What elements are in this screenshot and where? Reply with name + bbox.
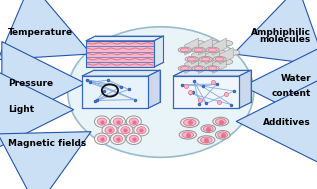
- Ellipse shape: [201, 125, 216, 132]
- Ellipse shape: [199, 57, 212, 62]
- Ellipse shape: [179, 130, 196, 139]
- Polygon shape: [86, 46, 154, 52]
- Polygon shape: [173, 70, 251, 76]
- Polygon shape: [86, 36, 164, 41]
- Ellipse shape: [185, 57, 198, 62]
- Circle shape: [102, 125, 117, 136]
- Ellipse shape: [203, 126, 213, 131]
- Polygon shape: [220, 47, 233, 64]
- Polygon shape: [199, 57, 212, 74]
- Text: Magnetic fields: Magnetic fields: [8, 139, 86, 148]
- Text: Light: Light: [8, 105, 34, 114]
- Ellipse shape: [206, 66, 219, 71]
- Ellipse shape: [178, 47, 191, 53]
- Ellipse shape: [192, 40, 205, 46]
- Circle shape: [113, 135, 123, 142]
- Circle shape: [129, 118, 139, 125]
- Text: molecules: molecules: [260, 35, 311, 44]
- Ellipse shape: [227, 50, 240, 55]
- Circle shape: [134, 125, 149, 136]
- Polygon shape: [239, 70, 251, 108]
- Text: Amphiphilic: Amphiphilic: [251, 28, 311, 37]
- Ellipse shape: [213, 57, 226, 62]
- Ellipse shape: [215, 119, 226, 125]
- Polygon shape: [148, 70, 160, 108]
- Ellipse shape: [184, 119, 196, 126]
- Ellipse shape: [213, 117, 229, 126]
- Polygon shape: [86, 62, 154, 67]
- Ellipse shape: [178, 66, 191, 71]
- Circle shape: [94, 133, 110, 145]
- Polygon shape: [199, 38, 212, 55]
- Circle shape: [118, 125, 133, 136]
- Polygon shape: [82, 70, 160, 76]
- Text: Pressure: Pressure: [8, 79, 53, 88]
- Ellipse shape: [194, 48, 203, 52]
- Ellipse shape: [182, 132, 194, 138]
- Ellipse shape: [180, 67, 189, 70]
- Ellipse shape: [206, 47, 219, 53]
- Text: Additives: Additives: [263, 118, 311, 127]
- Ellipse shape: [199, 50, 212, 55]
- Polygon shape: [213, 57, 226, 74]
- Circle shape: [126, 116, 141, 127]
- Ellipse shape: [68, 27, 254, 157]
- Polygon shape: [192, 47, 205, 64]
- Ellipse shape: [187, 57, 196, 61]
- Ellipse shape: [198, 136, 215, 144]
- Ellipse shape: [213, 50, 226, 55]
- Polygon shape: [86, 51, 154, 57]
- Ellipse shape: [194, 67, 203, 70]
- Ellipse shape: [216, 130, 230, 139]
- Polygon shape: [173, 76, 239, 108]
- Ellipse shape: [201, 57, 210, 61]
- Circle shape: [97, 135, 107, 142]
- Ellipse shape: [192, 66, 205, 71]
- Polygon shape: [185, 38, 198, 55]
- Circle shape: [97, 118, 107, 125]
- Ellipse shape: [215, 57, 224, 61]
- Ellipse shape: [192, 59, 205, 65]
- Circle shape: [94, 116, 110, 127]
- Ellipse shape: [181, 118, 199, 127]
- Polygon shape: [154, 36, 164, 67]
- Circle shape: [129, 135, 139, 142]
- Ellipse shape: [192, 47, 205, 53]
- Ellipse shape: [206, 59, 219, 65]
- Text: Water: Water: [280, 74, 311, 83]
- Ellipse shape: [180, 48, 189, 52]
- Circle shape: [110, 133, 126, 145]
- Ellipse shape: [218, 132, 228, 138]
- Circle shape: [110, 116, 126, 127]
- Polygon shape: [86, 40, 154, 46]
- Ellipse shape: [208, 67, 217, 70]
- Circle shape: [126, 133, 141, 145]
- Polygon shape: [206, 47, 219, 64]
- Text: Temperature: Temperature: [8, 28, 73, 37]
- Ellipse shape: [208, 48, 217, 52]
- Circle shape: [113, 118, 123, 125]
- Ellipse shape: [206, 40, 219, 46]
- Ellipse shape: [220, 59, 233, 65]
- Text: content: content: [271, 89, 311, 98]
- Polygon shape: [185, 57, 198, 74]
- Ellipse shape: [220, 40, 233, 46]
- Polygon shape: [82, 76, 148, 108]
- Ellipse shape: [200, 137, 212, 143]
- Circle shape: [105, 127, 114, 134]
- Polygon shape: [86, 56, 154, 62]
- Circle shape: [137, 127, 146, 134]
- Polygon shape: [213, 38, 226, 55]
- Circle shape: [121, 127, 130, 134]
